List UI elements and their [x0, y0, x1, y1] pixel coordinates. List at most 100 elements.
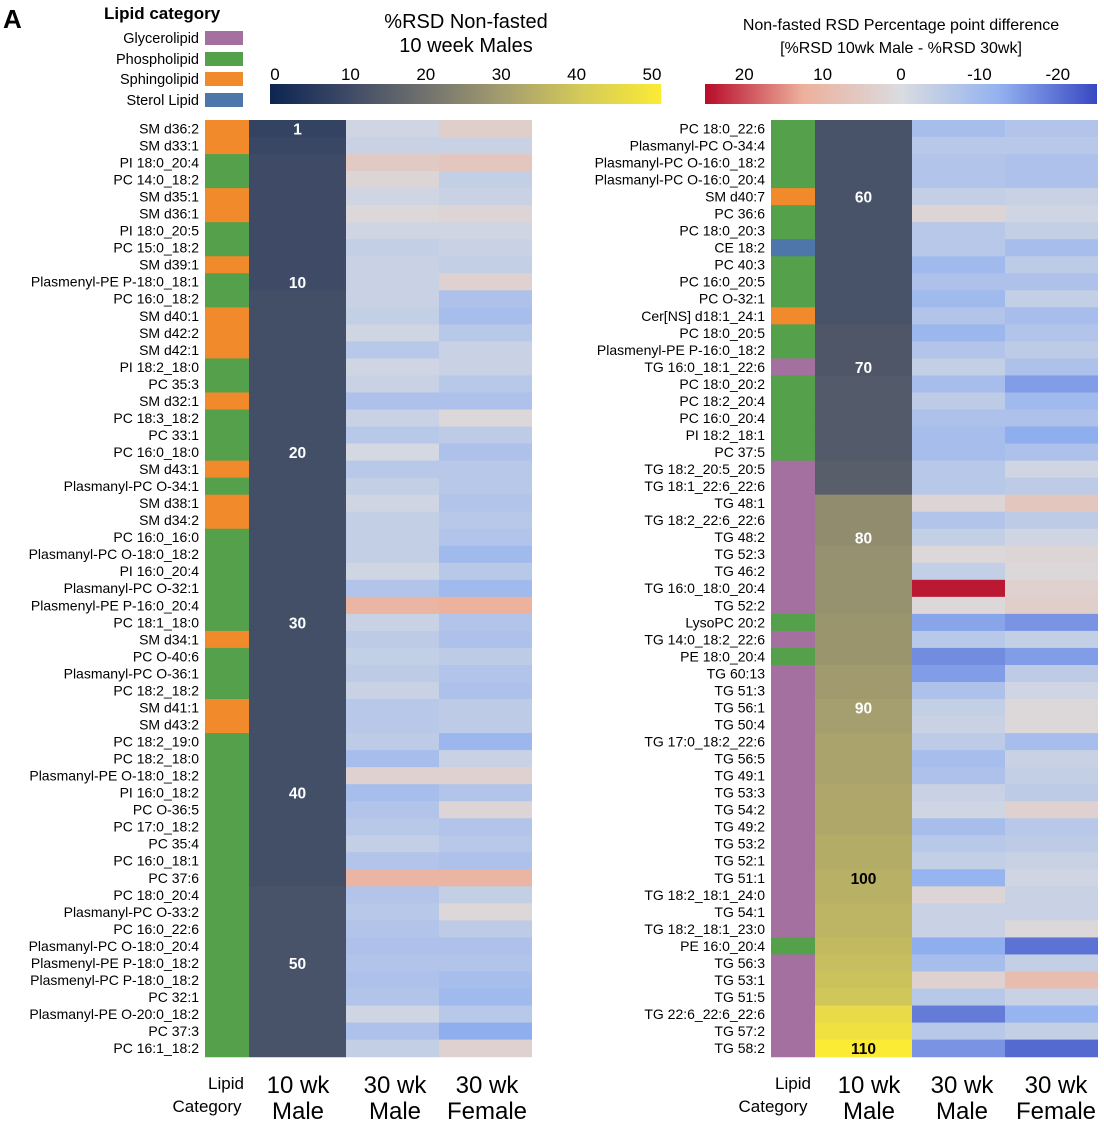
diff-30wk-female-cell [1005, 154, 1098, 172]
diff-30wk-male-cell [346, 664, 439, 683]
rsd-10wk-male-cell [815, 716, 912, 734]
diff-30wk-female-cell [1005, 222, 1098, 240]
heatmap-row: SM d35:1 [139, 188, 532, 206]
diff-30wk-female-cell [439, 239, 532, 257]
rsd-10wk-male-cell [815, 1039, 912, 1058]
diff-30wk-male-cell [912, 494, 1005, 513]
category-cell [205, 443, 249, 462]
heatmap-row: PC 35:4 [148, 835, 532, 853]
rsd-10wk-male-cell [815, 477, 912, 496]
category-cell [771, 716, 815, 734]
rsd-10wk-male-cell [249, 341, 346, 360]
rsd-10wk-male-cell [815, 171, 912, 189]
diff-30wk-male-cell [912, 920, 1005, 939]
row-label: PC 18:2_19:0 [113, 734, 199, 750]
row-label: PC 18:0_22:6 [679, 120, 765, 136]
category-cell [205, 681, 249, 700]
diff-30wk-male-cell [912, 716, 1005, 734]
rsd-10wk-male-cell [249, 716, 346, 734]
rsd-10wk-male-cell [815, 971, 912, 990]
diff-30wk-female-cell [1005, 818, 1098, 836]
rsd-10wk-male-cell [249, 920, 346, 939]
category-cell [205, 290, 249, 308]
rsd-10wk-male-cell [249, 545, 346, 564]
rsd-10wk-male-cell [815, 307, 912, 325]
category-cell [771, 988, 815, 1007]
row-label: SM d36:1 [139, 206, 199, 222]
diff-30wk-male-cell [346, 920, 439, 939]
diff-30wk-female-cell [439, 137, 532, 155]
row-label: PC 18:0_20:2 [679, 376, 765, 392]
category-cell [205, 733, 249, 751]
heatmap-row: PC 37:6 [148, 869, 532, 887]
diff-30wk-female-cell [439, 750, 532, 768]
category-cell [205, 750, 249, 768]
diff-30wk-male-cell [912, 290, 1005, 308]
row-label: Plasmanyl-PC O-16:0_18:2 [595, 154, 766, 170]
category-cell [205, 613, 249, 632]
diff-30wk-male-cell [912, 1005, 1005, 1024]
category-cell [205, 1039, 249, 1058]
heatmap-row: PC 32:1 [148, 988, 532, 1007]
row-label: TG 22:6_22:6_22:6 [644, 1006, 765, 1022]
category-cell [205, 767, 249, 785]
diff-30wk-male-cell [912, 239, 1005, 257]
row-label: PC 16:0_20:4 [679, 410, 765, 426]
rsd-10wk-male-cell [249, 120, 346, 138]
rsd-10wk-male-cell [815, 733, 912, 751]
rsd-10wk-male-cell [249, 477, 346, 496]
rank-label: 90 [855, 701, 872, 718]
heatmap-row: SM d40:7 [705, 188, 1098, 206]
rank-label: 30 [289, 615, 306, 632]
diff-30wk-male-cell [346, 937, 439, 956]
diff-30wk-female-cell [439, 664, 532, 683]
legend-swatch-sterol-lipid [205, 93, 243, 107]
rsd-10wk-male-cell [249, 954, 346, 973]
category-cell [205, 409, 249, 428]
category-cell [205, 511, 249, 530]
diff-30wk-female-cell [1005, 341, 1098, 360]
rsd-colorbar-ticks: 0 10 20 30 40 50 [270, 65, 661, 84]
rsd-10wk-male-cell [249, 664, 346, 683]
diff-30wk-male-cell [912, 358, 1005, 377]
row-label: PC 16:0_22:6 [113, 921, 199, 937]
diff-30wk-female-cell [1005, 460, 1098, 479]
rsd-10wk-male-cell [815, 120, 912, 138]
diff-30wk-male-cell [912, 750, 1005, 768]
row-label: TG 18:1_22:6_22:6 [644, 478, 765, 494]
rank-label: 10 [289, 275, 306, 292]
heatmap-row: SM d33:1 [139, 137, 532, 155]
heatmap-row: PC O-40:6 [133, 647, 532, 666]
row-label: TG 18:2_18:1_24:0 [644, 887, 765, 903]
heatmap-row: TG 17:0_18:2_22:6 [644, 733, 1098, 751]
category-cell [771, 511, 815, 530]
rsd-colorbar-title-line2: 10 week Males [399, 35, 532, 57]
row-label: PI 18:2_18:1 [686, 427, 766, 443]
row-label: Plasmenyl-PE P-16:0_18:2 [597, 342, 765, 358]
heatmap-row: Plasmenyl-PC P-18:0_18:2 [30, 971, 532, 990]
diff-30wk-male-cell [912, 971, 1005, 990]
row-label: PI 16:0_18:2 [120, 785, 200, 801]
rsd-colorbar-tick: 30 [492, 65, 511, 84]
category-cell [771, 954, 815, 973]
row-label: PC 18:0_20:5 [679, 325, 765, 341]
heatmap-row: PC 16:0_20:4 [679, 409, 1098, 428]
category-cell [205, 886, 249, 904]
diff-30wk-male-cell [346, 971, 439, 990]
category-cell [205, 664, 249, 683]
diff-30wk-female-cell [439, 307, 532, 325]
rsd-10wk-male-cell [249, 903, 346, 922]
diff-30wk-female-cell [1005, 784, 1098, 802]
heatmap-row: PC 18:2_19:0 [113, 733, 532, 751]
diff-30wk-female-cell [439, 358, 532, 377]
diff-30wk-female-cell [1005, 613, 1098, 632]
row-label: TG 16:0_18:1_22:6 [644, 359, 765, 375]
category-cell [205, 1022, 249, 1041]
diff-30wk-male-cell [912, 835, 1005, 853]
category-cell [771, 443, 815, 462]
heatmap-row: TG 52:1 [714, 852, 1098, 870]
heatmap-row: TG 18:2_18:1_23:0 [644, 920, 1098, 939]
category-cell [205, 971, 249, 990]
